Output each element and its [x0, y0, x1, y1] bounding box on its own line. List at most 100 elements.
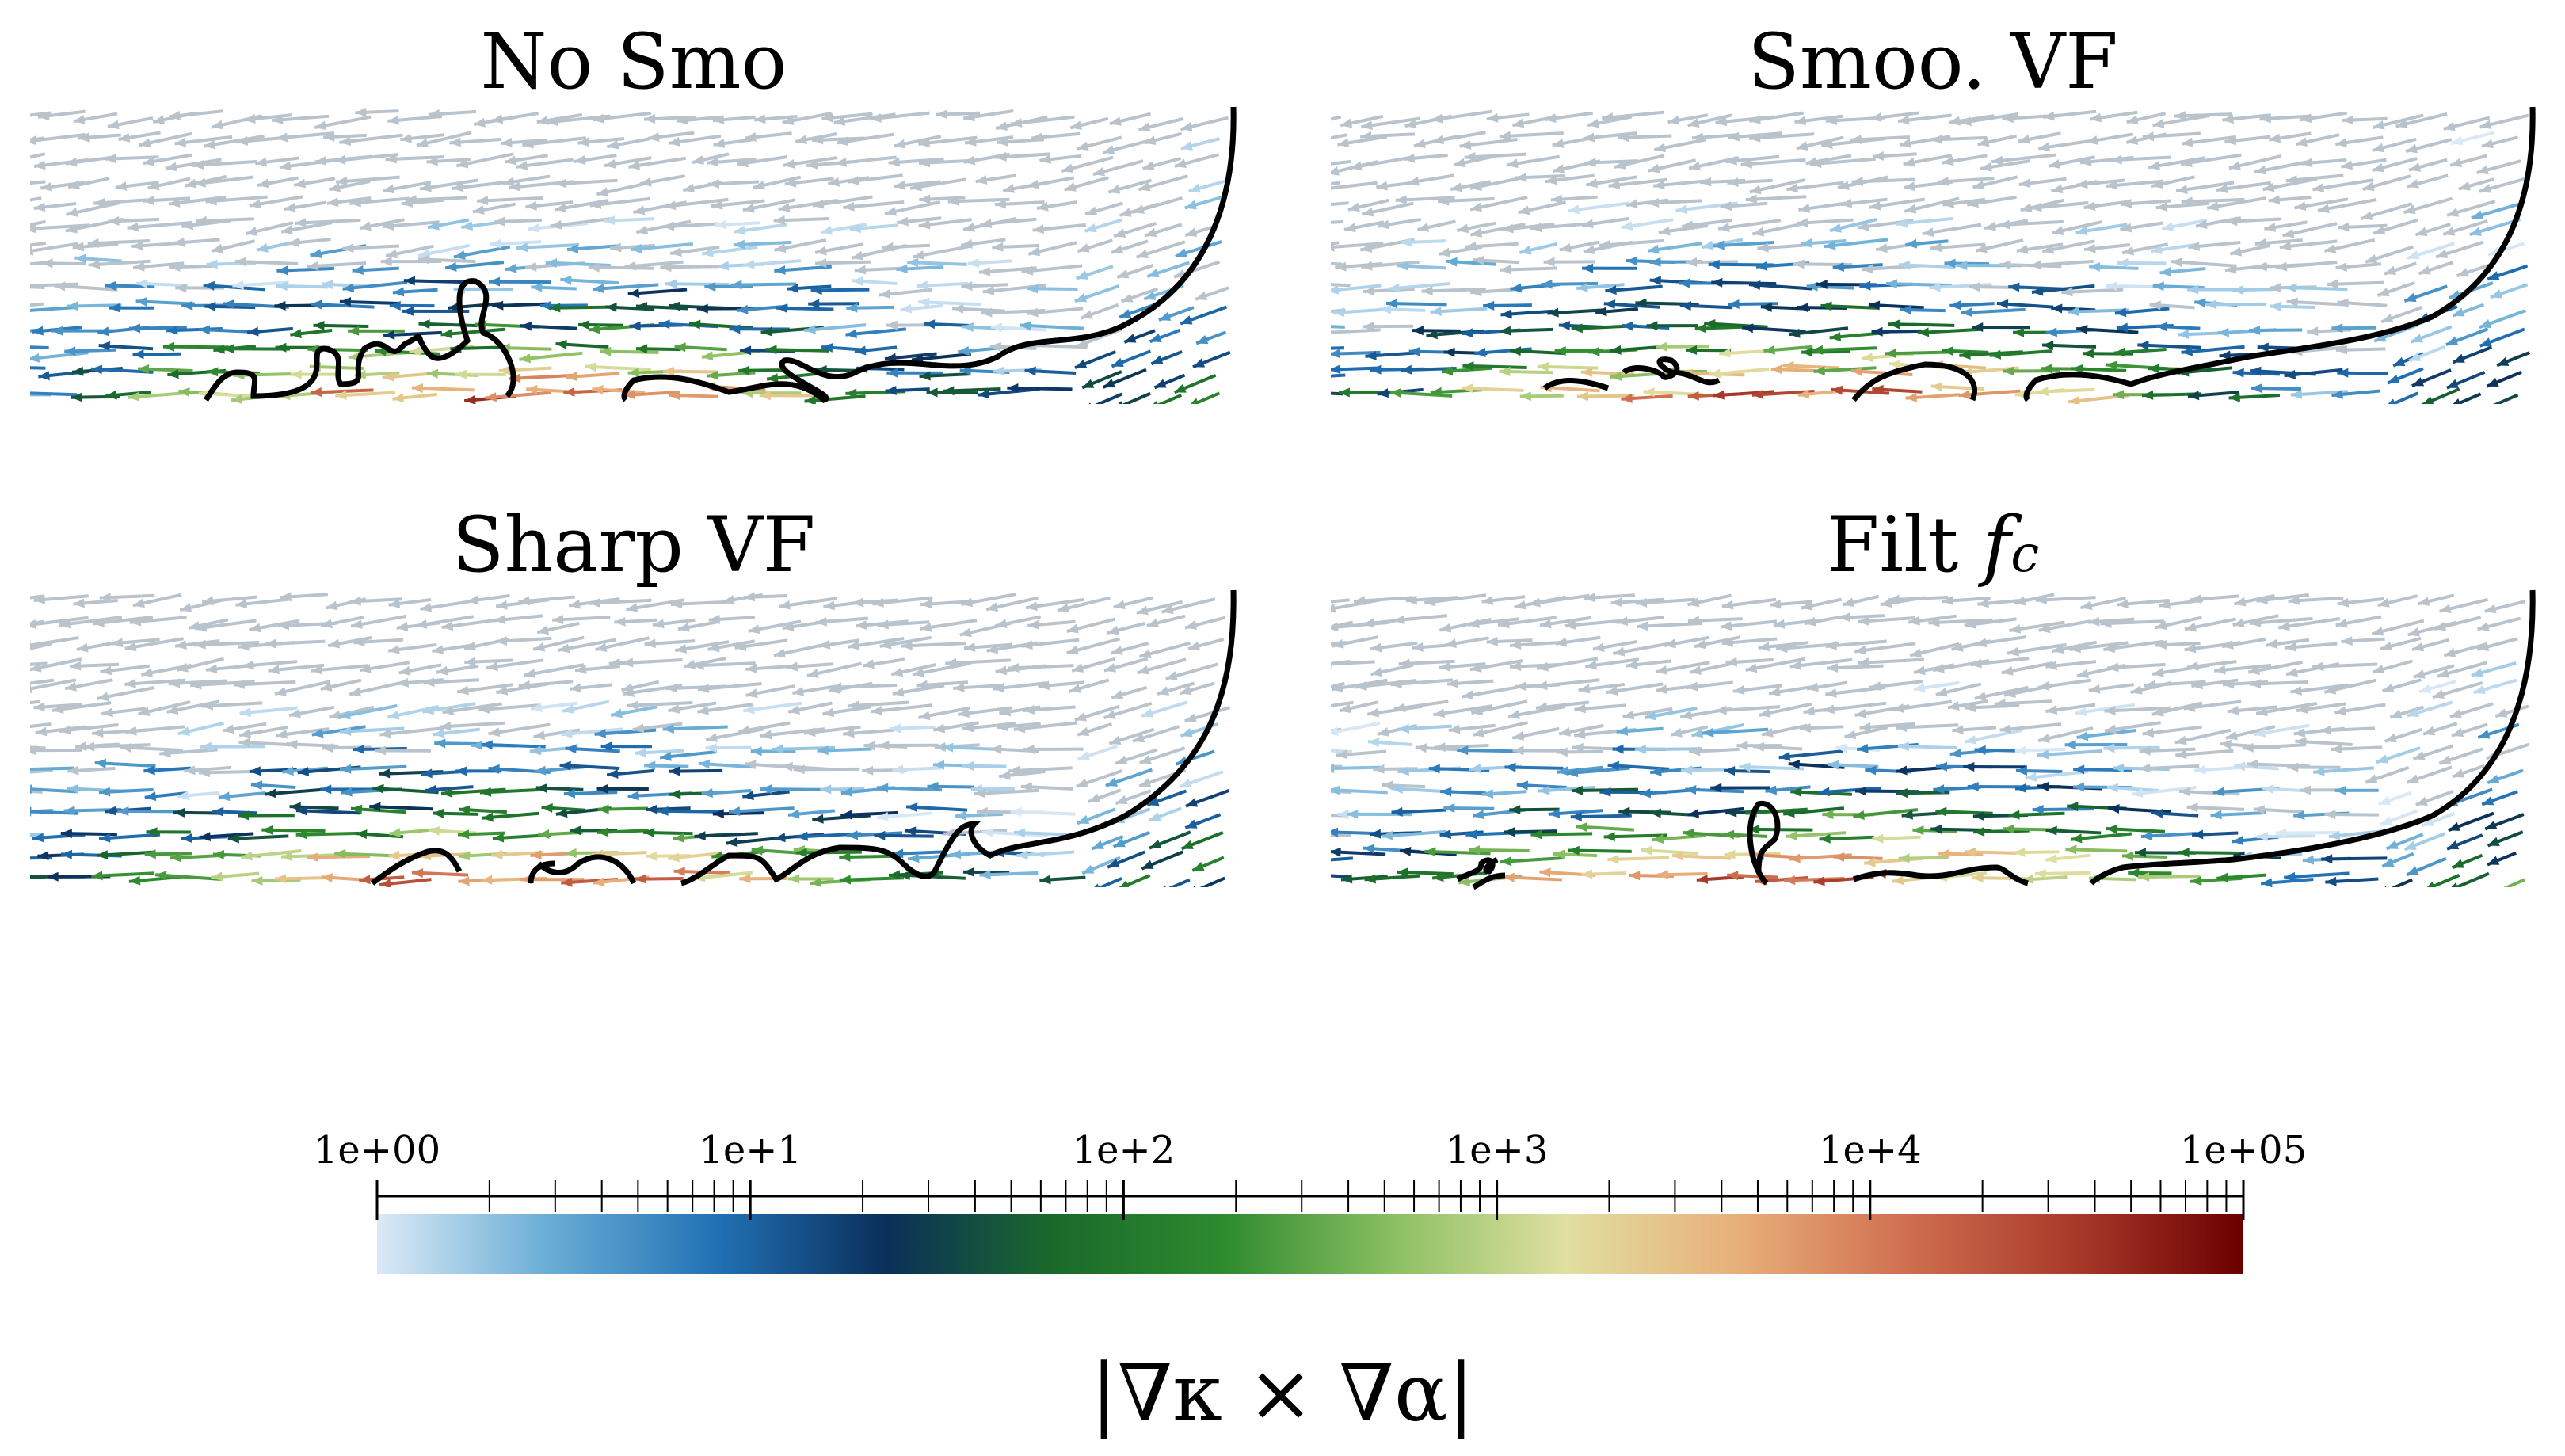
vector-arrow-head — [426, 156, 438, 166]
vector-arrow-head — [452, 182, 464, 192]
vector-arrow-head — [2384, 265, 2397, 275]
vector-arrow-head — [778, 203, 791, 213]
vector-arrow-head — [175, 640, 187, 650]
vector-arrow-head — [1393, 703, 1406, 713]
vector-arrow-head — [405, 195, 417, 205]
vector-arrow-head — [2377, 287, 2390, 297]
vector-arrow-head — [774, 265, 786, 275]
vector-arrow-head — [2331, 323, 2343, 334]
vector-arrow-head — [1331, 284, 1340, 295]
vector-arrow-head — [1027, 619, 1039, 630]
vector-arrow-head — [2137, 340, 2149, 350]
vector-arrow-head — [2184, 622, 2197, 632]
vector-arrow-head — [349, 596, 361, 606]
vector-arrow-head — [627, 700, 639, 711]
vector-arrow-head — [1656, 341, 1667, 352]
vector-arrow-head — [624, 261, 636, 271]
vector-arrow-head — [962, 322, 974, 333]
vector-arrow-head — [1185, 819, 1198, 829]
vector-arrow-shaft — [1122, 391, 1151, 404]
vector-arrow-head — [1360, 131, 1372, 141]
vector-arrow-head — [2128, 868, 2140, 879]
vector-arrow-head — [767, 373, 779, 383]
vector-arrow-head — [2228, 392, 2240, 402]
vector-arrow-head — [810, 878, 822, 887]
vector-arrow-head — [1599, 787, 1611, 797]
vector-arrow-head — [288, 238, 300, 248]
vector-arrow-head — [2228, 161, 2241, 170]
vector-arrow-head — [1592, 642, 1605, 653]
vector-arrow-head — [1759, 708, 1771, 718]
vector-arrow-head — [1, 138, 13, 147]
vector-arrow-head — [107, 120, 120, 130]
vector-arrow-head — [1861, 353, 1873, 363]
vector-arrow-head — [2037, 680, 2050, 691]
vector-arrow-head — [560, 275, 572, 285]
vector-arrow-shaft — [2453, 871, 2490, 887]
vector-arrow-head — [1190, 398, 1199, 404]
vector-arrow-head — [918, 219, 931, 230]
vector-arrow-head — [574, 155, 586, 165]
vector-arrow-head — [2384, 733, 2397, 743]
vector-arrow-head — [2175, 749, 2187, 760]
vector-arrow-head — [636, 344, 648, 354]
vector-arrow-head — [765, 345, 777, 355]
vector-arrow-head — [884, 353, 897, 363]
vector-arrow-head — [1708, 259, 1720, 269]
vector-arrow-head — [2104, 705, 2116, 715]
vector-arrow-head — [2284, 369, 2296, 379]
vector-arrow-head — [2151, 707, 2164, 717]
vector-arrow-head — [467, 595, 479, 605]
vector-arrow-head — [1974, 692, 1987, 701]
vector-arrow-head — [490, 238, 501, 249]
vector-arrow-head — [1340, 874, 1353, 884]
vector-arrow-head — [415, 619, 428, 629]
vector-arrow-head — [181, 833, 192, 844]
vector-arrow-head — [356, 829, 368, 840]
vector-arrow-head — [255, 157, 267, 167]
vector-arrow-head — [99, 593, 111, 603]
vector-arrow-head — [854, 265, 867, 275]
vector-arrow-head — [1854, 645, 1866, 655]
vector-arrow-head — [1700, 177, 1712, 187]
vector-arrow-head — [2476, 165, 2489, 175]
vector-arrow-head — [533, 642, 546, 652]
vector-arrow-head — [276, 265, 288, 276]
vector-arrow-head — [2001, 665, 2014, 676]
vector-arrow-head — [965, 136, 977, 147]
vector-arrow-head — [1023, 744, 1035, 754]
vector-arrow-head — [1331, 166, 1340, 176]
vector-arrow-head — [745, 688, 758, 699]
vector-arrow-head — [2426, 882, 2435, 887]
vector-arrow-head — [1013, 828, 1026, 838]
vector-arrow-head — [828, 177, 840, 187]
vector-arrow-head — [993, 683, 1005, 693]
vector-arrow-shaft — [1331, 373, 1346, 378]
vector-arrow-head — [782, 116, 795, 126]
vector-arrow-head — [585, 362, 596, 372]
vector-arrow-head — [1473, 727, 1485, 738]
vector-arrow-head — [2090, 112, 2102, 123]
vector-arrow-head — [125, 726, 137, 736]
vector-arrow-head — [845, 329, 857, 339]
vector-arrow-head — [2061, 287, 2073, 297]
vector-arrow-head — [1691, 728, 1704, 738]
vector-arrow-head — [947, 196, 959, 207]
vector-arrow-head — [2073, 764, 2085, 775]
vector-arrow-head — [2176, 185, 2188, 195]
vector-arrow-head — [913, 250, 925, 260]
vector-arrow-head — [945, 657, 957, 668]
vector-arrow-head — [1797, 389, 1810, 399]
vector-arrow-head — [2445, 336, 2459, 345]
vector-arrow-head — [658, 319, 670, 330]
vector-arrow-head — [2073, 782, 2085, 792]
vector-arrow-head — [538, 829, 550, 839]
vector-arrow-head — [321, 873, 333, 883]
vector-arrow-head — [1471, 706, 1484, 716]
vector-arrow-head — [561, 729, 573, 739]
vector-arrow-head — [1082, 864, 1095, 874]
vector-arrow-head — [1736, 741, 1748, 751]
vector-arrow-head — [51, 326, 63, 336]
vector-arrow-head — [2224, 264, 2237, 274]
vector-arrow-head — [385, 154, 397, 164]
